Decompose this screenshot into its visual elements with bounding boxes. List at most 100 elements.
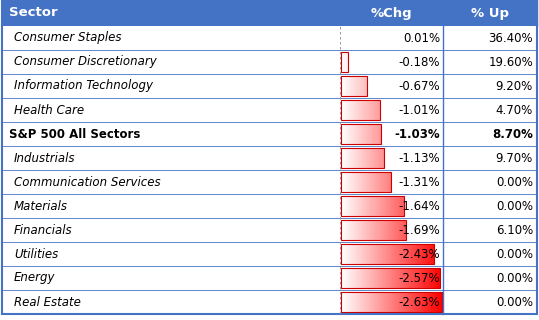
Bar bbox=[358, 292, 360, 312]
Bar bbox=[378, 124, 380, 144]
Bar bbox=[346, 292, 348, 312]
Bar bbox=[359, 172, 361, 192]
Text: Information Technology: Information Technology bbox=[14, 79, 153, 92]
Bar bbox=[389, 292, 390, 312]
Bar bbox=[354, 124, 356, 144]
Bar bbox=[343, 268, 344, 288]
Bar bbox=[346, 124, 348, 144]
Bar bbox=[345, 148, 347, 168]
Bar bbox=[351, 100, 353, 120]
Bar bbox=[385, 268, 387, 288]
Bar bbox=[370, 220, 372, 240]
Bar bbox=[396, 196, 397, 216]
Bar bbox=[396, 244, 398, 264]
Bar bbox=[439, 268, 440, 288]
Bar bbox=[365, 268, 367, 288]
Bar bbox=[344, 148, 345, 168]
Bar bbox=[348, 76, 350, 96]
Bar bbox=[373, 172, 375, 192]
Bar bbox=[395, 244, 397, 264]
Bar bbox=[360, 148, 362, 168]
Bar bbox=[404, 268, 406, 288]
Bar bbox=[351, 292, 353, 312]
Bar bbox=[405, 244, 407, 264]
Bar bbox=[401, 220, 402, 240]
Bar bbox=[368, 220, 369, 240]
Bar bbox=[385, 220, 387, 240]
Bar bbox=[406, 244, 407, 264]
Bar bbox=[381, 244, 383, 264]
Bar bbox=[367, 100, 368, 120]
Bar bbox=[390, 172, 392, 192]
Bar bbox=[379, 220, 381, 240]
Bar bbox=[383, 172, 385, 192]
Bar bbox=[341, 52, 348, 72]
Bar bbox=[383, 268, 385, 288]
Bar bbox=[361, 148, 363, 168]
Bar bbox=[353, 172, 355, 192]
Bar bbox=[347, 220, 349, 240]
Bar bbox=[388, 172, 390, 192]
Bar bbox=[361, 76, 362, 96]
Bar bbox=[372, 220, 374, 240]
Bar bbox=[432, 244, 434, 264]
Bar bbox=[366, 148, 368, 168]
Bar bbox=[2, 122, 537, 146]
Bar bbox=[369, 220, 371, 240]
Bar bbox=[351, 76, 353, 96]
Bar bbox=[402, 244, 404, 264]
Bar bbox=[425, 244, 427, 264]
Bar bbox=[379, 148, 381, 168]
Text: -1.03%: -1.03% bbox=[395, 127, 440, 140]
Bar bbox=[343, 220, 344, 240]
Bar bbox=[368, 100, 369, 120]
Bar bbox=[365, 76, 366, 96]
Bar bbox=[345, 292, 347, 312]
Bar bbox=[389, 220, 390, 240]
Bar bbox=[386, 220, 388, 240]
Bar bbox=[371, 148, 373, 168]
Bar bbox=[371, 100, 372, 120]
Bar bbox=[2, 170, 537, 194]
Bar bbox=[375, 124, 376, 144]
Bar bbox=[376, 292, 377, 312]
Bar bbox=[369, 100, 370, 120]
Bar bbox=[367, 244, 369, 264]
Bar bbox=[368, 148, 370, 168]
Bar bbox=[411, 292, 412, 312]
Bar bbox=[423, 268, 424, 288]
Bar bbox=[348, 100, 350, 120]
Bar bbox=[427, 292, 429, 312]
Bar bbox=[400, 244, 402, 264]
Bar bbox=[368, 244, 370, 264]
Text: Real Estate: Real Estate bbox=[14, 295, 81, 308]
Bar bbox=[394, 244, 396, 264]
Bar bbox=[353, 292, 355, 312]
Bar bbox=[378, 220, 380, 240]
Bar bbox=[407, 244, 409, 264]
Bar bbox=[352, 268, 354, 288]
Bar bbox=[365, 124, 367, 144]
Bar bbox=[413, 268, 415, 288]
Bar bbox=[428, 292, 430, 312]
Bar bbox=[348, 268, 350, 288]
Bar bbox=[375, 148, 377, 168]
Bar bbox=[351, 148, 353, 168]
Bar bbox=[392, 292, 393, 312]
Bar bbox=[397, 292, 398, 312]
Bar bbox=[391, 244, 393, 264]
Bar bbox=[343, 244, 344, 264]
Bar bbox=[415, 292, 417, 312]
Bar bbox=[425, 268, 426, 288]
Bar bbox=[356, 100, 358, 120]
Bar bbox=[398, 268, 400, 288]
Bar bbox=[384, 268, 386, 288]
Text: 6.10%: 6.10% bbox=[496, 223, 533, 236]
Bar bbox=[356, 196, 358, 216]
Bar bbox=[347, 52, 348, 72]
Bar bbox=[349, 196, 351, 216]
Bar bbox=[372, 268, 374, 288]
Bar bbox=[355, 148, 357, 168]
Bar bbox=[363, 124, 365, 144]
Text: 0.00%: 0.00% bbox=[496, 175, 533, 188]
